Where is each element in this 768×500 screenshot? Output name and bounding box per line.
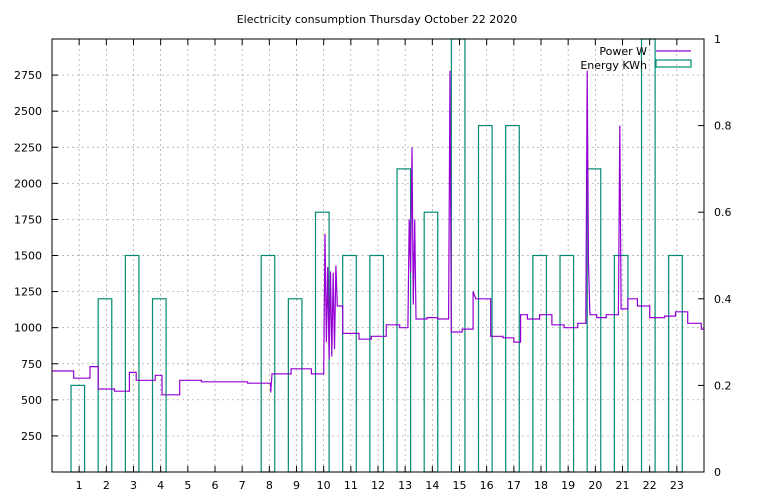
legend-energy-swatch bbox=[655, 59, 692, 68]
energy-bar-14 bbox=[532, 254, 548, 473]
x-tick-label: 12 bbox=[371, 479, 385, 492]
y-tick-label: 2500 bbox=[14, 105, 42, 118]
x-tick-label: 3 bbox=[130, 479, 137, 492]
x-tick-label: 14 bbox=[425, 479, 439, 492]
x-tick-label: 13 bbox=[398, 479, 412, 492]
x-tick-label: 9 bbox=[293, 479, 300, 492]
y-tick-label: 1250 bbox=[14, 286, 42, 299]
x-tick-label: 22 bbox=[643, 479, 657, 492]
legend: Power W Energy KWh bbox=[580, 45, 692, 72]
x-tick-label: 21 bbox=[616, 479, 630, 492]
x-tick-label: 5 bbox=[184, 479, 191, 492]
power-series bbox=[52, 70, 704, 396]
x-tick-label: 23 bbox=[670, 479, 684, 492]
y2-tick-label: 0 bbox=[714, 466, 721, 479]
x-tick-label: 1 bbox=[76, 479, 83, 492]
x-tick-label: 11 bbox=[344, 479, 358, 492]
y-tick-label: 250 bbox=[21, 430, 42, 443]
legend-energy-label: Energy KWh bbox=[580, 59, 647, 72]
energy-bar-13 bbox=[505, 124, 520, 473]
x-tick-label: 18 bbox=[534, 479, 548, 492]
y2-tick-label: 0.4 bbox=[714, 293, 732, 306]
energy-bar-7 bbox=[342, 254, 357, 473]
y-tick-label: 1000 bbox=[14, 322, 42, 335]
legend-power-label: Power W bbox=[599, 45, 647, 58]
x-tick-label: 20 bbox=[588, 479, 602, 492]
energy-bar-1 bbox=[97, 298, 113, 473]
energy-bar-0 bbox=[70, 384, 86, 473]
y2-tick-label: 0.8 bbox=[714, 120, 732, 133]
energy-bar-6 bbox=[314, 211, 330, 473]
energy-bar-3 bbox=[151, 298, 167, 473]
x-tick-label: 19 bbox=[561, 479, 575, 492]
energy-bar-8 bbox=[369, 254, 385, 473]
y-tick-label: 750 bbox=[21, 358, 42, 371]
x-tick-label: 6 bbox=[212, 479, 219, 492]
y-tick-label: 2000 bbox=[14, 177, 42, 190]
y2-tick-label: 0.6 bbox=[714, 206, 732, 219]
y2-tick-label: 0.2 bbox=[714, 379, 732, 392]
energy-bar-5 bbox=[287, 298, 303, 473]
chart-title: Electricity consumption Thursday October… bbox=[237, 13, 518, 26]
x-tick-label: 15 bbox=[453, 479, 467, 492]
x-tick-label: 17 bbox=[507, 479, 521, 492]
x-tick-label: 16 bbox=[480, 479, 494, 492]
y-tick-label: 1750 bbox=[14, 213, 42, 226]
x-tick-label: 2 bbox=[103, 479, 110, 492]
y-tick-label: 1500 bbox=[14, 250, 42, 263]
x-tick-label: 4 bbox=[157, 479, 164, 492]
y-tick-label: 2750 bbox=[14, 69, 42, 82]
power-line bbox=[52, 70, 704, 396]
y2-tick-label: 1 bbox=[714, 33, 721, 46]
y-tick-label: 2250 bbox=[14, 141, 42, 154]
y-tick-label: 500 bbox=[21, 394, 42, 407]
x-tick-label: 7 bbox=[239, 479, 246, 492]
axes: 1 2 3 4 5 6 7 8 9 10 11 12 13 14 15 16 17 18 19 20 21 22 23250… bbox=[14, 33, 732, 492]
energy-bar-19 bbox=[668, 254, 683, 473]
energy-bar-10 bbox=[423, 211, 439, 473]
x-tick-label: 10 bbox=[317, 479, 331, 492]
energy-bar-16 bbox=[586, 168, 602, 473]
x-tick-label: 8 bbox=[266, 479, 273, 492]
